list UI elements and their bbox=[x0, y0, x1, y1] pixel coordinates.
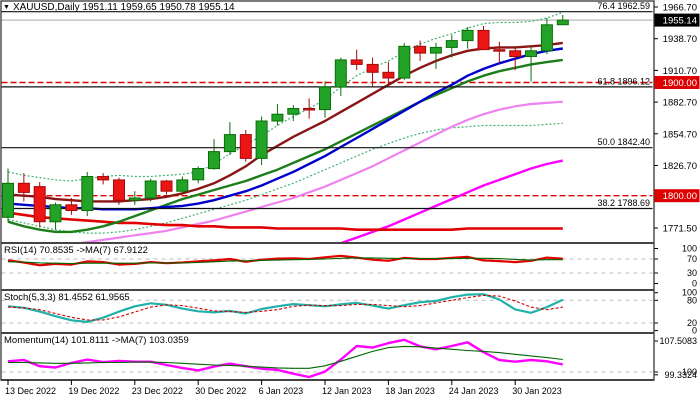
ma-green-line bbox=[7, 58, 563, 234]
stoch-d bbox=[7, 294, 563, 321]
bear-candle bbox=[97, 173, 110, 185]
date-axis[interactable]: 13 Dec 2022 19 Dec 2022 23 Dec 2022 30 Dec … bbox=[5, 380, 562, 396]
ma-blue-line bbox=[7, 47, 563, 211]
fib-level-label: 50.0 1842.40 bbox=[597, 137, 650, 147]
price-badge bbox=[654, 13, 700, 27]
bull-candle bbox=[556, 15, 569, 26]
bull-candle bbox=[461, 27, 474, 49]
bull-candle bbox=[176, 176, 189, 194]
bear-candle bbox=[350, 49, 363, 71]
fib-level-label: 61.8 1896.12 bbox=[597, 76, 650, 86]
rsi-panel[interactable] bbox=[1, 254, 654, 274]
price-badge-label: 1955.14 bbox=[663, 16, 697, 27]
ma-red-long-line bbox=[7, 211, 563, 231]
price-axis-label: 1771.50 bbox=[663, 224, 697, 235]
bear-candle bbox=[239, 130, 252, 162]
price-badge-label: 1800.00 bbox=[663, 191, 697, 202]
stochastic-panel[interactable] bbox=[1, 293, 654, 324]
bear-candle bbox=[33, 182, 46, 228]
momentum-axis-label: 100 bbox=[682, 367, 697, 377]
bear-candle bbox=[65, 198, 78, 215]
date-axis-label: 24 Jan 2023 bbox=[449, 386, 499, 396]
bull-candle bbox=[525, 46, 537, 82]
bull-candle bbox=[208, 139, 220, 170]
momentum-line bbox=[7, 338, 564, 379]
stochastic-axis-label: 0 bbox=[692, 326, 697, 336]
date-axis-label: 30 Jan 2023 bbox=[512, 386, 562, 396]
bull-candle bbox=[398, 42, 411, 81]
ma-violet-line bbox=[80, 100, 563, 242]
bear-candle bbox=[382, 62, 395, 85]
bull-candle bbox=[255, 116, 268, 166]
date-axis-label: 13 Dec 2022 bbox=[5, 386, 56, 396]
rsi-axis-label: 70 bbox=[687, 254, 697, 264]
rsi-line bbox=[7, 254, 563, 267]
date-axis-label: 6 Jan 2023 bbox=[259, 386, 304, 396]
candles-group bbox=[2, 15, 569, 230]
bull-candle bbox=[81, 171, 94, 217]
band-lower-line bbox=[7, 122, 563, 234]
price-axis-label: 1938.70 bbox=[663, 34, 697, 45]
bear-candle bbox=[113, 177, 125, 205]
price-badge bbox=[654, 189, 700, 203]
bull-candle bbox=[429, 42, 442, 69]
date-axis-label: 19 Dec 2022 bbox=[68, 386, 119, 396]
bull-candle bbox=[192, 166, 205, 184]
date-axis-label: 18 Jan 2023 bbox=[385, 386, 435, 396]
price-axis-label: 1882.70 bbox=[663, 98, 697, 109]
bull-candle bbox=[49, 202, 62, 230]
price-axis[interactable]: 1966.70 1938.70 1910.70 1882.70 1854.70 1826.… bbox=[654, 3, 700, 235]
rsi-axis-label: 30 bbox=[687, 268, 697, 278]
bull-candle bbox=[271, 104, 284, 126]
stochastic-axis-label: 20 bbox=[687, 318, 697, 328]
stoch-k bbox=[7, 293, 564, 323]
bull-candle bbox=[287, 105, 300, 121]
stochastic-axis-label: 80 bbox=[687, 295, 697, 305]
price-axis-label: 1854.70 bbox=[663, 129, 697, 140]
momentum-panel[interactable] bbox=[1, 338, 654, 379]
date-axis-label: 23 Dec 2022 bbox=[132, 386, 183, 396]
bear-candle bbox=[366, 57, 379, 87]
ma-magenta-line bbox=[340, 159, 564, 242]
bear-candle bbox=[303, 98, 316, 119]
bull-candle bbox=[2, 168, 14, 222]
price-badge-label: 1900.00 bbox=[663, 78, 697, 89]
bear-candle bbox=[160, 179, 173, 195]
bear-candle bbox=[17, 173, 30, 202]
bull-candle bbox=[144, 178, 157, 202]
bear-candle bbox=[477, 25, 490, 51]
bull-candle bbox=[319, 81, 331, 118]
stochastic-axis-label: 100 bbox=[682, 288, 697, 298]
price-axis-label: 1966.70 bbox=[663, 3, 697, 14]
rsi-axis-label: 100 bbox=[682, 244, 697, 254]
ma-maroon-line bbox=[7, 41, 563, 203]
fib-level-label: 38.2 1788.69 bbox=[597, 198, 650, 208]
bull-candle bbox=[334, 57, 347, 97]
momentum-ma bbox=[8, 345, 563, 369]
bear-candle bbox=[493, 41, 506, 64]
momentum-axis-label: 99.3324 bbox=[664, 370, 697, 380]
date-axis-label: 12 Jan 2023 bbox=[322, 386, 372, 396]
bull-candle bbox=[128, 191, 141, 205]
bull-candle bbox=[540, 18, 553, 55]
bear-candle bbox=[414, 40, 427, 61]
price-badge bbox=[654, 76, 700, 89]
price-axis-label: 1826.70 bbox=[663, 161, 697, 172]
bull-candle bbox=[445, 35, 458, 58]
bear-candle bbox=[509, 46, 522, 71]
rsi-axis-label: 0 bbox=[692, 279, 697, 289]
rsi-ma bbox=[7, 257, 563, 265]
bull-candle bbox=[223, 122, 236, 155]
fib-level-label: 76.4 1962.59 bbox=[597, 1, 650, 11]
momentum-axis-label: 107.5083 bbox=[659, 336, 697, 346]
price-axis-label: 1910.70 bbox=[663, 66, 697, 77]
date-axis-label: 30 Dec 2022 bbox=[195, 386, 246, 396]
